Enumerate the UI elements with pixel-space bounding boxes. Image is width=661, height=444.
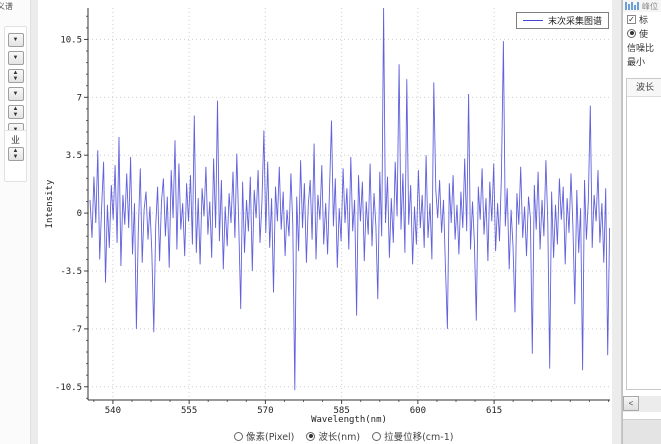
spinner-button-2[interactable]: ▲ ▼ [7, 105, 24, 119]
svg-text:0: 0 [77, 209, 82, 219]
right-panel-header: 峰位 [623, 0, 661, 12]
svg-text:600: 600 [410, 406, 426, 416]
dropdown-button-1[interactable]: ▼ [7, 33, 24, 47]
toolbar-tool-panel: 业 ▲ ▼ [4, 130, 27, 182]
radio-icon[interactable] [234, 431, 243, 441]
spectrum-peaks-icon [625, 2, 639, 10]
left-toolbar-title: 义谱 [0, 2, 13, 11]
legend-line-sample [523, 20, 543, 21]
svg-text:540: 540 [105, 406, 121, 416]
peak-label-checkbox-row: ✓ 标 [623, 12, 661, 26]
radio-label: 使 [639, 29, 649, 40]
radio-selected-icon[interactable] [306, 431, 316, 441]
svg-text:570: 570 [257, 406, 273, 416]
svg-text:10.5: 10.5 [60, 35, 82, 45]
axis-unit-selector: 像素(Pixel) 波长(nm) 拉曼位移(cm-1) [234, 429, 453, 443]
peaks-table-groupbox: 波长 [626, 78, 661, 390]
minimum-row: 最小 [623, 54, 661, 68]
left-splitter[interactable] [30, 0, 38, 444]
y-axis-label: Intensity [45, 179, 55, 228]
axis-unit-label: 拉曼位移(cm-1) [384, 432, 454, 443]
bottom-gray-panel [623, 419, 661, 444]
axis-unit-option-3[interactable]: 拉曼位移(cm-1) [372, 429, 453, 443]
svg-text:615: 615 [486, 406, 502, 416]
dropdown-button-3[interactable]: ▼ [7, 87, 24, 101]
peaks-table-header-wavelength: 波长 [627, 79, 661, 97]
right-panel: 峰位 ✓ 标 使 信噪比 最小 波长 < [622, 0, 661, 444]
snr-row: 信噪比 [623, 40, 661, 54]
svg-text:-10.5: -10.5 [55, 383, 82, 393]
svg-text:3.5: 3.5 [66, 151, 82, 161]
use-option-radio-row: 使 [623, 26, 661, 40]
horizontal-scrollbar[interactable]: < [623, 396, 661, 412]
snr-label: 信噪比 [627, 43, 655, 54]
svg-text:585: 585 [333, 406, 349, 416]
chart-legend: 末次采集图谱 [516, 12, 610, 29]
scroll-left-button[interactable]: < [623, 396, 639, 411]
tick-labels-layer: 540 555 570 585 600 615 10.5 7 3.5 0 -3.5 -7 -10.5 [55, 35, 502, 416]
tool-icon: 业 [10, 136, 20, 146]
tool-spinner-button[interactable]: ▲ ▼ [7, 147, 24, 161]
chart-region: 540 555 570 585 600 615 10.5 7 3.5 0 -3.5 -7 -10.5 Wa… [38, 0, 612, 444]
axis-unit-label: 像素(Pixel) [246, 432, 295, 443]
spinner-button-1[interactable]: ▲ ▼ [7, 69, 24, 83]
spectrum-chart[interactable]: 540 555 570 585 600 615 10.5 7 3.5 0 -3.5 -7 -10.5 Wa… [38, 0, 612, 426]
minimum-label: 最小 [627, 57, 646, 68]
right-panel-header-label: 峰位 [642, 1, 658, 11]
axis-unit-option-1[interactable]: 像素(Pixel) [234, 429, 294, 443]
left-toolbar: 义谱 ▼▼▲▼▼▲▼▼ 业 ▲▼ [0, 0, 30, 444]
radio-selected-icon[interactable] [627, 28, 636, 38]
checkbox-checked-icon[interactable]: ✓ [627, 14, 636, 24]
checkbox-label: 标 [639, 15, 649, 26]
dropdown-button-2[interactable]: ▼ [7, 51, 24, 65]
svg-text:7: 7 [77, 93, 82, 103]
svg-text:-3.5: -3.5 [60, 267, 82, 277]
svg-text:-7: -7 [71, 325, 82, 335]
legend-label: 末次采集图谱 [548, 17, 603, 27]
spectrum-trace [89, 7, 611, 391]
axis-unit-label: 波长(nm) [318, 432, 361, 443]
x-axis-label: Wavelength(nm) [311, 415, 387, 425]
radio-icon[interactable] [372, 431, 382, 441]
right-splitter[interactable] [612, 0, 622, 444]
axis-unit-option-2[interactable]: 波长(nm) [306, 429, 360, 443]
svg-text:555: 555 [181, 406, 197, 416]
